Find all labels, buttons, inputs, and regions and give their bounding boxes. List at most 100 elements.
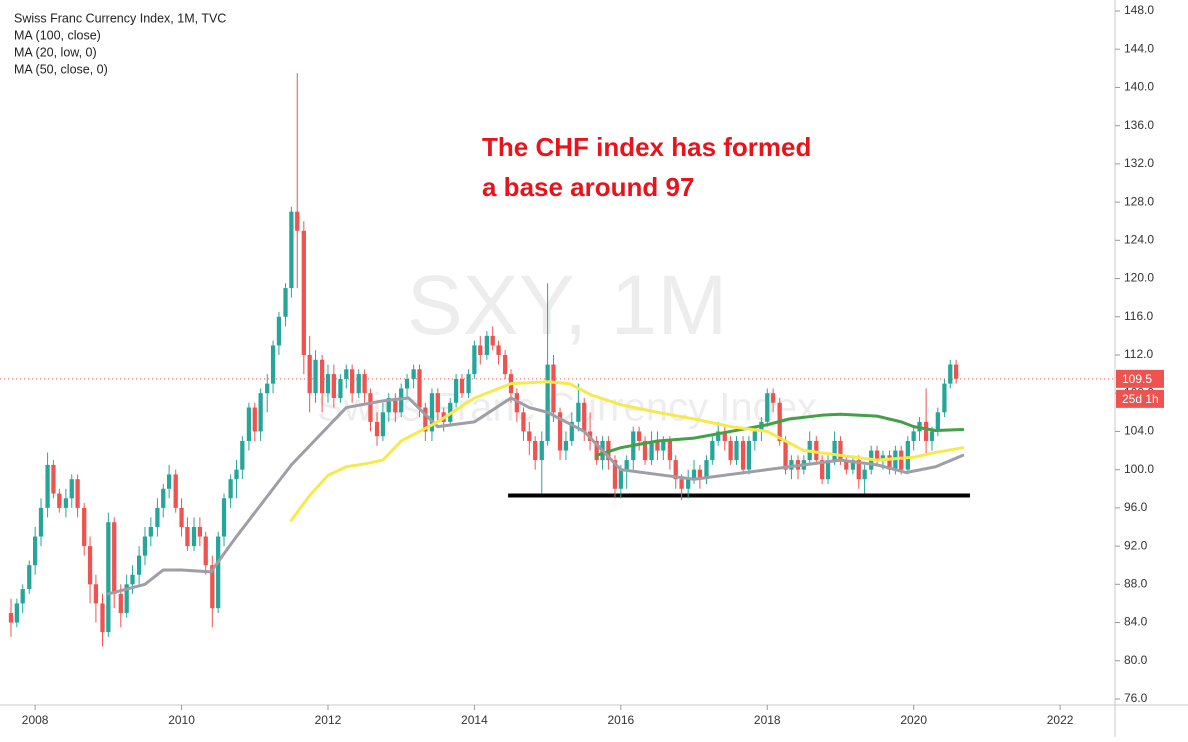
candle-body [722, 431, 727, 441]
annotation-line: The CHF index has formed [482, 132, 811, 162]
x-tick-label: 2016 [607, 713, 634, 727]
candle-body [82, 507, 87, 547]
candle-body [325, 374, 331, 394]
y-tick-label: 116.0 [1124, 309, 1153, 323]
candle-body [356, 374, 361, 394]
countdown-label: 25d 1h [1122, 392, 1159, 406]
candle-body [14, 603, 19, 623]
candle-body [191, 526, 197, 547]
candle-body [106, 522, 111, 633]
candle-body [746, 440, 752, 470]
candle-body [270, 345, 276, 384]
candle-body [393, 397, 398, 413]
candle-body [765, 393, 770, 422]
candle-body [374, 421, 380, 437]
watermark-symbol: SXY, 1M [407, 258, 728, 352]
candle-body [911, 431, 916, 441]
candle-body [453, 378, 459, 403]
candle-body [130, 574, 135, 585]
candle-body [417, 369, 422, 408]
candle-body [368, 393, 373, 422]
ma-line [289, 380, 965, 522]
candle-body [880, 455, 886, 461]
x-tick-label: 2018 [754, 713, 781, 727]
countdown-box [1116, 389, 1164, 408]
candle-body [386, 397, 391, 413]
candle-body [569, 421, 574, 441]
candle-body [850, 460, 856, 470]
candle-body [350, 369, 355, 394]
candle-body [435, 393, 440, 413]
legend: Swiss Franc Currency Index, 1M, TVC MA (… [14, 11, 226, 76]
candle-body [155, 507, 160, 527]
candle-body [185, 526, 190, 547]
candle-body [51, 464, 56, 494]
candle-body [210, 565, 215, 609]
candle-body [87, 546, 93, 585]
candle-body [289, 211, 294, 289]
legend-title: Swiss Franc Currency Index, 1M, TVC [14, 11, 226, 25]
candle-body [948, 364, 953, 384]
candle-body [276, 316, 282, 346]
candle-body [582, 402, 587, 432]
candle-body [100, 603, 105, 633]
y-tick-label: 104.0 [1124, 424, 1154, 438]
candle-body [752, 431, 757, 441]
candle-body [344, 369, 349, 379]
candle-body [490, 335, 495, 346]
candle-body [953, 364, 959, 379]
x-tick-label: 2008 [22, 713, 49, 727]
y-tick-label: 148.0 [1124, 3, 1154, 17]
candle-body [929, 431, 935, 441]
x-tick-label: 2022 [1047, 713, 1074, 727]
candle-body [63, 498, 69, 508]
y-tick-label: 136.0 [1124, 118, 1154, 132]
y-tick-label: 124.0 [1124, 232, 1154, 246]
candle-body [38, 507, 44, 537]
candle-body [319, 359, 325, 394]
candle-body [783, 440, 788, 470]
candle-body [423, 407, 428, 432]
candle-body [832, 440, 837, 461]
last-price-box [1116, 369, 1164, 388]
y-tick-label: 128.0 [1124, 194, 1154, 208]
annotation: The CHF index has formed a base around 9… [482, 132, 811, 202]
candle-body [234, 469, 239, 480]
candle-body [679, 479, 684, 489]
ma-line [595, 412, 965, 457]
y-tick-label: 100.0 [1124, 462, 1154, 476]
candle-body [283, 288, 288, 317]
candle-body [313, 359, 318, 394]
candle-body [216, 536, 221, 609]
candle-body [27, 565, 32, 590]
candle-body [691, 469, 697, 480]
candle-body [576, 402, 581, 422]
candle-body [331, 374, 336, 398]
candle-body [514, 393, 520, 413]
candle-body [246, 407, 252, 441]
plot-area [0, 73, 1115, 647]
candle-body [686, 479, 691, 489]
candle-body [728, 440, 733, 461]
candle-body [295, 211, 300, 231]
candle-body [136, 555, 142, 575]
candle-body [874, 450, 880, 461]
candle-body [112, 522, 117, 594]
candle-body [484, 335, 489, 355]
candle-body [594, 440, 599, 461]
candle-body [521, 412, 526, 432]
legend-item: MA (20, low, 0) [14, 45, 97, 59]
candle-body [838, 440, 843, 461]
candle-body [551, 364, 556, 413]
candle-body [472, 345, 477, 375]
candle-body [404, 378, 410, 389]
x-tick-label: 2010 [168, 713, 195, 727]
candle-body [307, 354, 312, 394]
candle-body [148, 526, 153, 537]
candle-body [545, 364, 550, 441]
y-tick-label: 84.0 [1124, 615, 1148, 629]
candle-body [655, 440, 660, 451]
candle-body [704, 460, 709, 480]
candle-body [642, 440, 648, 461]
